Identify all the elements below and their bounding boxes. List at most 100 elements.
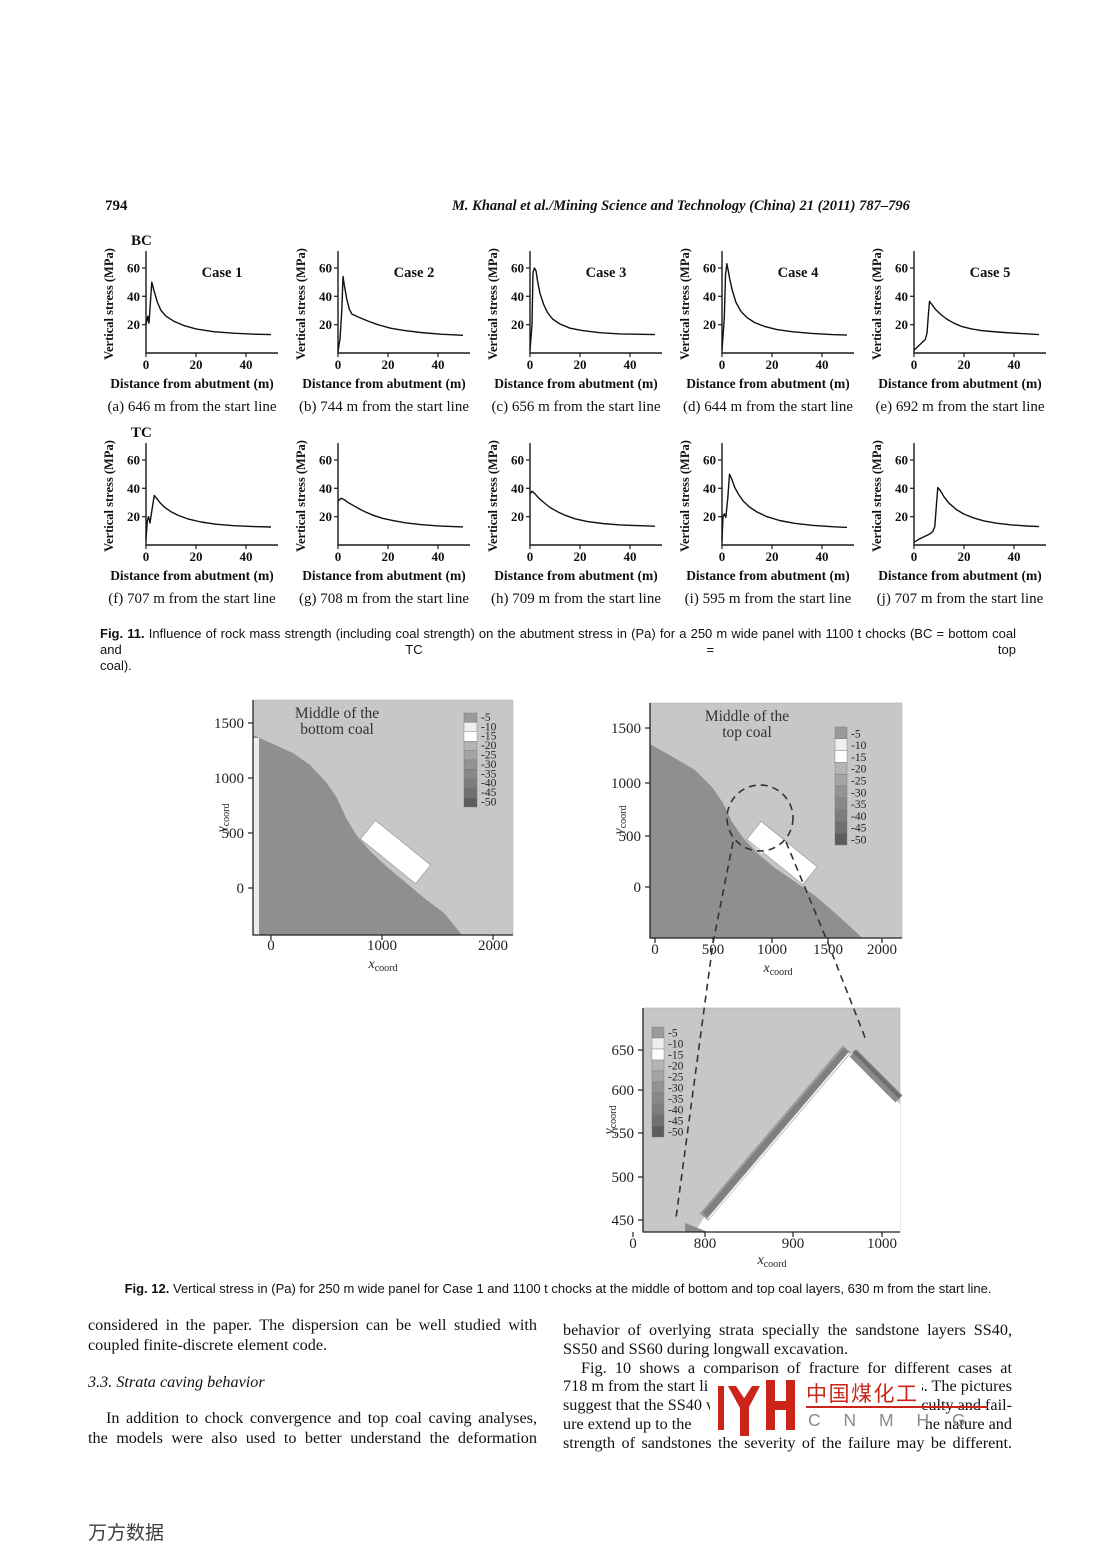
svg-text:1500: 1500 — [813, 942, 843, 958]
fig12-plot-top-coal: 0 500 1000 1500 0 500 1000 1500 2000 -5 -10 -15 -20-… — [598, 692, 943, 992]
x-axis-label: Distance from abutment (m) — [302, 376, 466, 391]
svg-text:40: 40 — [240, 549, 253, 564]
svg-text:20: 20 — [511, 317, 524, 332]
svg-text:Vertical stress (MPa): Vertical stress (MPa) — [678, 440, 692, 552]
fig12-caption-text: Vertical stress in (Pa) for 250 m wide p… — [172, 1281, 992, 1296]
x-axis-label: Distance from abutment (m) — [686, 568, 850, 583]
svg-text:1000: 1000 — [757, 942, 787, 958]
row-label-tc: TC — [131, 425, 152, 441]
fig11-caption: Fig. 11. Influence of rock mass strength… — [100, 626, 1016, 674]
svg-text:40: 40 — [127, 289, 140, 304]
chart-caption: (e) 692 m from the start line — [875, 399, 1045, 415]
svg-text:xcoord: xcoord — [368, 957, 398, 974]
svg-text:-25: -25 — [481, 750, 497, 762]
svg-text:40: 40 — [1008, 357, 1021, 372]
svg-text:top coal: top coal — [722, 724, 772, 741]
svg-text:20: 20 — [574, 357, 587, 372]
excavated-panel — [359, 819, 432, 885]
svg-text:40: 40 — [240, 357, 253, 372]
fig11-chart-i: 20 40 60 0 20 40 Vertical stress (MPa) Distance… — [676, 439, 860, 608]
svg-text:20: 20 — [895, 509, 908, 524]
svg-text:800: 800 — [694, 1236, 717, 1252]
svg-text:500: 500 — [222, 826, 245, 842]
svg-text:1500: 1500 — [214, 716, 244, 732]
svg-text:0: 0 — [634, 880, 642, 896]
body-left-column: considered in the paper. The dispersion … — [88, 1315, 537, 1448]
svg-text:-35: -35 — [851, 799, 867, 811]
svg-text:Case 5: Case 5 — [970, 265, 1011, 281]
section-heading: 3.3. Strata caving behavior — [88, 1373, 265, 1391]
svg-text:-10: -10 — [481, 721, 497, 733]
svg-text:20: 20 — [319, 509, 332, 524]
svg-text:20: 20 — [127, 317, 140, 332]
body-text-line: suggest that the SS40 vculty and fail- — [563, 1396, 1012, 1415]
svg-text:60: 60 — [703, 261, 716, 276]
svg-text:40: 40 — [511, 289, 524, 304]
fig11-caption-text: Influence of rock mass strength (includi… — [100, 626, 1016, 657]
svg-text:20: 20 — [958, 357, 971, 372]
svg-text:0: 0 — [911, 549, 918, 564]
chart-caption: (h) 709 m from the start line — [491, 591, 661, 607]
svg-text:-35: -35 — [481, 768, 497, 780]
body-text-line: behavior of overlying strata specially t… — [563, 1321, 1012, 1339]
svg-text:-45: -45 — [481, 787, 497, 799]
body-text-line: coupled finite-discrete element code. — [88, 1336, 328, 1354]
svg-text:Vertical stress (MPa): Vertical stress (MPa) — [102, 440, 116, 552]
svg-text:40: 40 — [816, 549, 829, 564]
svg-text:600: 600 — [612, 1083, 635, 1099]
chart-caption: (j) 707 m from the start line — [876, 591, 1044, 607]
svg-text:60: 60 — [895, 453, 908, 468]
stress-triangle — [685, 1223, 708, 1232]
svg-text:-15: -15 — [481, 731, 497, 743]
chart-caption: (c) 656 m from the start line — [491, 399, 661, 415]
svg-text:Case 1: Case 1 — [202, 265, 243, 281]
svg-text:-30: -30 — [481, 759, 497, 771]
svg-text:ycoord: ycoord — [602, 1106, 619, 1137]
x-axis-label: Distance from abutment (m) — [686, 376, 850, 391]
svg-text:-25: -25 — [851, 776, 867, 788]
svg-text:-5: -5 — [481, 712, 491, 724]
chart-caption: (b) 744 m from the start line — [299, 399, 469, 415]
svg-text:0: 0 — [719, 357, 726, 372]
fig11-chart-a: 20 40 60 0 20 40 Case 1 Vertical stress (MPa) Di… — [100, 247, 284, 416]
svg-text:500: 500 — [702, 942, 725, 958]
cnmhg-logo-icon — [718, 1380, 795, 1436]
svg-text:40: 40 — [511, 481, 524, 496]
watermark-latin-text: C N M H G — [808, 1410, 975, 1430]
body-text-line: In addition to chock convergence and top… — [106, 1409, 537, 1427]
svg-text:Vertical stress (MPa): Vertical stress (MPa) — [294, 440, 308, 552]
svg-text:20: 20 — [127, 509, 140, 524]
svg-text:Case 3: Case 3 — [586, 265, 627, 281]
chart-caption: (i) 595 m from the start line — [684, 591, 852, 607]
svg-text:-50: -50 — [851, 835, 867, 847]
svg-text:40: 40 — [703, 289, 716, 304]
x-axis-label: Distance from abutment (m) — [878, 568, 1042, 583]
svg-text:40: 40 — [432, 357, 445, 372]
svg-text:2000: 2000 — [478, 938, 508, 954]
body-text-line: considered in the paper. The dispersion … — [88, 1316, 537, 1334]
svg-text:Vertical stress (MPa): Vertical stress (MPa) — [870, 248, 884, 360]
svg-text:20: 20 — [382, 357, 395, 372]
watermark-underline — [806, 1406, 988, 1408]
svg-text:20: 20 — [703, 317, 716, 332]
svg-text:-5: -5 — [668, 1028, 678, 1040]
x-axis-label: Distance from abutment (m) — [110, 376, 274, 391]
journal-header: M. Khanal et al./Mining Science and Tech… — [452, 198, 910, 214]
svg-text:0: 0 — [237, 881, 245, 897]
svg-text:1500: 1500 — [611, 721, 641, 737]
svg-text:20: 20 — [703, 509, 716, 524]
svg-text:0: 0 — [629, 1236, 637, 1252]
svg-text:40: 40 — [319, 481, 332, 496]
fig12-plot-bottom-coal: 0 500 1000 1500 0 1000 2000 -5 -10 -15 -20 -25 -30 -3… — [214, 692, 545, 992]
svg-text:650: 650 — [612, 1043, 635, 1059]
svg-text:40: 40 — [432, 549, 445, 564]
svg-text:20: 20 — [766, 357, 779, 372]
svg-text:Vertical stress (MPa): Vertical stress (MPa) — [102, 248, 116, 360]
svg-text:60: 60 — [319, 453, 332, 468]
svg-text:0: 0 — [911, 357, 918, 372]
page-number: 794 — [105, 198, 128, 214]
footer-watermark: 万方数据 — [88, 1522, 165, 1544]
svg-text:20: 20 — [958, 549, 971, 564]
svg-text:Vertical stress (MPa): Vertical stress (MPa) — [870, 440, 884, 552]
